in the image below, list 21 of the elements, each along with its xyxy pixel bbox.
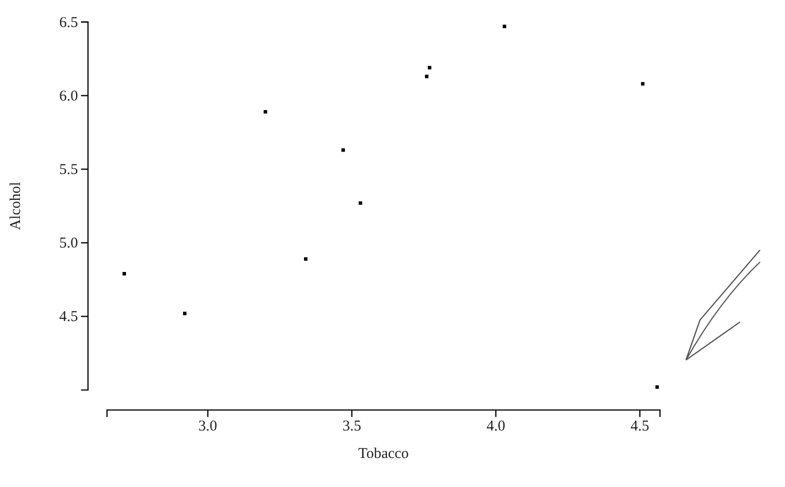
y-axis-title: Alcohol <box>8 182 24 230</box>
point <box>358 201 362 205</box>
y-tick-label: 5.0 <box>59 236 78 252</box>
y-tick-label: 6.5 <box>59 14 78 31</box>
point <box>428 66 432 70</box>
x-axis-title: Tobacco <box>358 446 409 462</box>
y-tick-label: 4.5 <box>59 309 78 326</box>
point <box>424 74 428 78</box>
x-tick-label: 4.5 <box>630 418 650 435</box>
x-tick-label: 3.5 <box>342 418 362 435</box>
y-tick-label: 5.5 <box>59 162 78 178</box>
point <box>122 272 126 276</box>
x-tick-label: 4.0 <box>486 418 506 435</box>
point <box>264 110 268 114</box>
point <box>341 148 345 152</box>
point <box>640 82 644 86</box>
point <box>655 385 659 389</box>
y-tick-label: 6.0 <box>59 88 78 104</box>
point <box>183 312 186 316</box>
x-tick-label: 3.0 <box>198 418 218 435</box>
point <box>502 24 506 28</box>
